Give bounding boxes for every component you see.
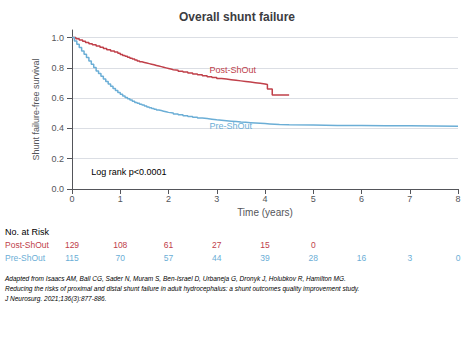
svg-text:Overall shunt failure: Overall shunt failure [179, 10, 295, 24]
svg-text:Pre-ShOut: Pre-ShOut [210, 121, 253, 131]
svg-text:Adapted from Isaacs AM, Ball C: Adapted from Isaacs AM, Ball CG, Sader N… [4, 275, 346, 283]
svg-text:0.6: 0.6 [51, 93, 64, 103]
svg-text:1.0: 1.0 [51, 33, 64, 43]
svg-text:115: 115 [65, 253, 79, 263]
svg-text:Post-ShOut: Post-ShOut [210, 65, 257, 75]
svg-text:5: 5 [311, 194, 316, 204]
svg-text:16: 16 [357, 253, 367, 263]
svg-text:0: 0 [69, 194, 74, 204]
svg-text:27: 27 [212, 240, 222, 250]
svg-text:Shunt failure-free survival: Shunt failure-free survival [31, 58, 41, 160]
svg-text:28: 28 [309, 253, 319, 263]
svg-text:7: 7 [407, 194, 412, 204]
svg-text:Post-ShOut: Post-ShOut [5, 240, 50, 250]
svg-text:Log rank p<0.0001: Log rank p<0.0001 [91, 167, 166, 177]
svg-text:0.2: 0.2 [51, 154, 64, 164]
svg-text:4: 4 [262, 194, 267, 204]
svg-text:70: 70 [116, 253, 126, 263]
svg-text:Pre-ShOut: Pre-ShOut [5, 253, 46, 263]
svg-text:44: 44 [212, 253, 222, 263]
svg-text:0: 0 [311, 240, 316, 250]
svg-text:39: 39 [260, 253, 270, 263]
svg-text:1: 1 [118, 194, 123, 204]
svg-text:J Neurosurg. 2021;136(3):877-8: J Neurosurg. 2021;136(3):877-886. [4, 295, 107, 303]
svg-text:0.4: 0.4 [51, 123, 64, 133]
svg-text:No. at Risk: No. at Risk [5, 227, 50, 237]
svg-text:15: 15 [260, 240, 270, 250]
svg-text:57: 57 [164, 253, 174, 263]
svg-text:61: 61 [164, 240, 174, 250]
svg-text:0.0: 0.0 [51, 184, 64, 194]
svg-text:Reducing the risks of proximal: Reducing the risks of proximal and dista… [5, 285, 360, 293]
svg-text:0.8: 0.8 [51, 63, 64, 73]
svg-text:8: 8 [455, 194, 460, 204]
svg-text:3: 3 [407, 253, 412, 263]
svg-text:3: 3 [214, 194, 219, 204]
svg-text:0: 0 [456, 253, 461, 263]
svg-text:108: 108 [113, 240, 127, 250]
svg-text:Time (years): Time (years) [237, 207, 293, 218]
svg-text:2: 2 [166, 194, 171, 204]
svg-text:6: 6 [359, 194, 364, 204]
svg-text:129: 129 [65, 240, 79, 250]
